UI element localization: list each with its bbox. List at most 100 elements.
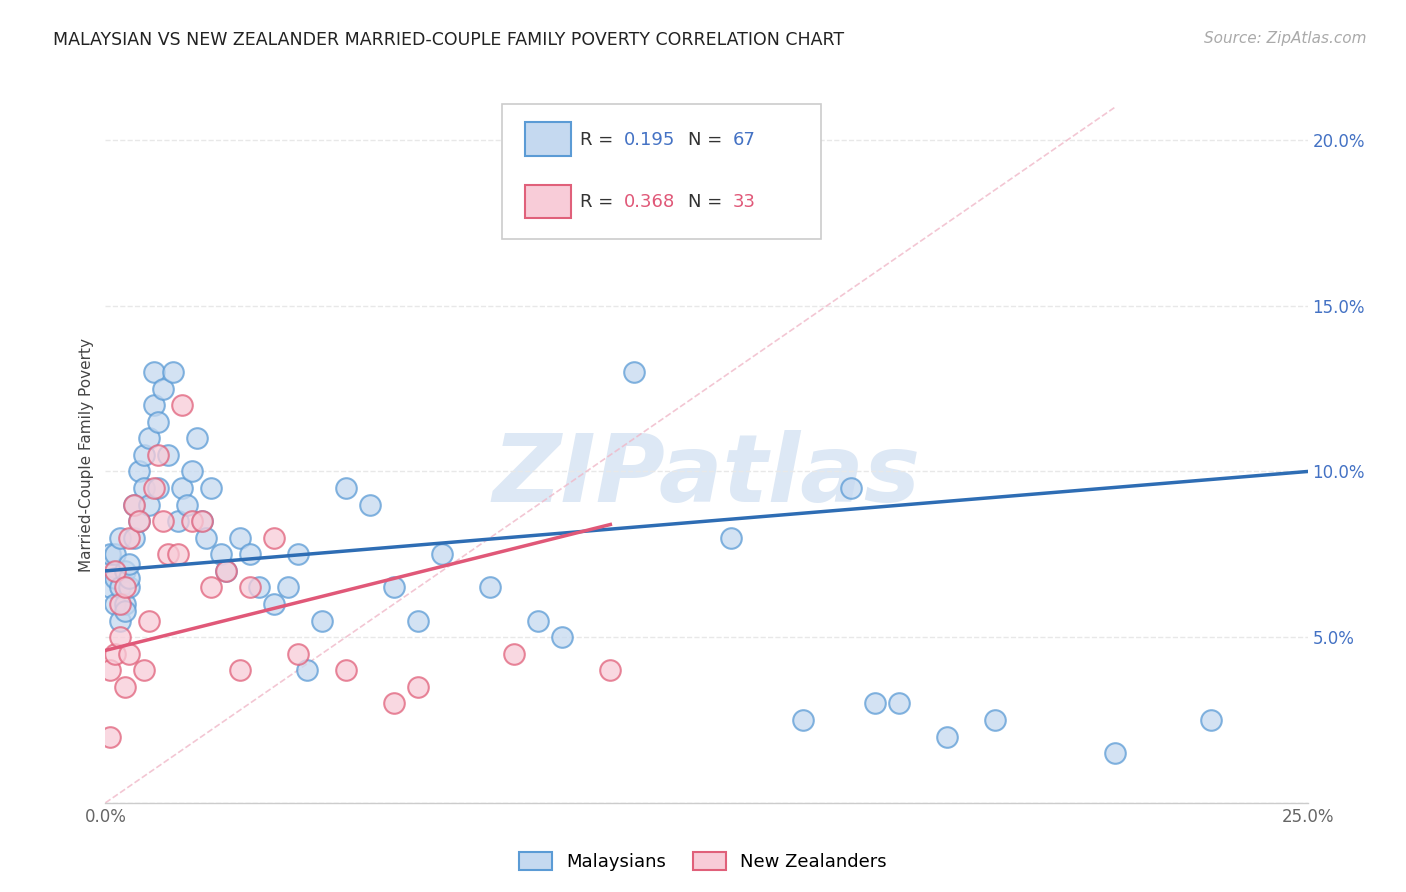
Malaysians <box>108 581 131 595</box>
Malaysians <box>200 481 222 495</box>
New Zealanders <box>335 663 357 677</box>
Malaysians <box>239 547 262 561</box>
New Zealanders <box>190 514 212 528</box>
New Zealanders <box>181 514 204 528</box>
Malaysians <box>114 604 136 618</box>
Text: 0.368: 0.368 <box>624 194 675 211</box>
Malaysians <box>138 431 160 445</box>
Malaysians <box>311 614 333 628</box>
Text: R =: R = <box>581 131 619 149</box>
Malaysians <box>142 398 165 412</box>
Malaysians <box>297 663 319 677</box>
Malaysians <box>209 547 232 561</box>
New Zealanders <box>124 498 146 512</box>
Legend: Malaysians, New Zealanders: Malaysians, New Zealanders <box>512 845 894 879</box>
Malaysians <box>118 581 141 595</box>
Malaysians <box>887 697 910 711</box>
New Zealanders <box>108 597 131 611</box>
New Zealanders <box>104 564 127 578</box>
Malaysians <box>551 630 574 644</box>
Malaysians <box>527 614 550 628</box>
New Zealanders <box>108 630 131 644</box>
Malaysians <box>124 498 146 512</box>
Text: 67: 67 <box>733 131 756 149</box>
Malaysians <box>277 581 299 595</box>
Text: N =: N = <box>689 194 728 211</box>
FancyBboxPatch shape <box>524 122 571 156</box>
Malaysians <box>118 570 141 584</box>
Malaysians <box>430 547 453 561</box>
New Zealanders <box>114 581 136 595</box>
Text: N =: N = <box>689 131 728 149</box>
New Zealanders <box>287 647 309 661</box>
Malaysians <box>114 564 136 578</box>
Malaysians <box>863 697 886 711</box>
Malaysians <box>839 481 862 495</box>
Malaysians <box>214 564 236 578</box>
New Zealanders <box>148 448 170 462</box>
Malaysians <box>142 365 165 379</box>
Malaysians <box>1104 746 1126 760</box>
New Zealanders <box>138 614 160 628</box>
Malaysians <box>104 570 127 584</box>
New Zealanders <box>214 564 236 578</box>
Malaysians <box>132 481 155 495</box>
New Zealanders <box>229 663 252 677</box>
New Zealanders <box>152 514 174 528</box>
FancyBboxPatch shape <box>524 185 571 219</box>
Malaysians <box>114 597 136 611</box>
New Zealanders <box>239 581 262 595</box>
New Zealanders <box>104 647 127 661</box>
New Zealanders <box>118 531 141 545</box>
Text: Source: ZipAtlas.com: Source: ZipAtlas.com <box>1204 31 1367 46</box>
New Zealanders <box>98 663 121 677</box>
Malaysians <box>479 581 502 595</box>
Text: 0.195: 0.195 <box>624 131 675 149</box>
Malaysians <box>195 531 218 545</box>
Malaysians <box>229 531 252 545</box>
Malaysians <box>98 564 121 578</box>
Text: 33: 33 <box>733 194 756 211</box>
New Zealanders <box>406 680 429 694</box>
Malaysians <box>152 382 174 396</box>
New Zealanders <box>503 647 526 661</box>
New Zealanders <box>118 647 141 661</box>
Malaysians <box>108 614 131 628</box>
Malaysians <box>162 365 184 379</box>
Malaysians <box>108 531 131 545</box>
New Zealanders <box>200 581 222 595</box>
Malaysians <box>166 514 188 528</box>
Malaysians <box>172 481 194 495</box>
Text: ZIPatlas: ZIPatlas <box>492 430 921 522</box>
Malaysians <box>936 730 959 744</box>
Malaysians <box>190 514 212 528</box>
Malaysians <box>181 465 204 479</box>
Y-axis label: Married-Couple Family Poverty: Married-Couple Family Poverty <box>79 338 94 572</box>
New Zealanders <box>172 398 194 412</box>
Malaysians <box>176 498 198 512</box>
Malaysians <box>104 547 127 561</box>
New Zealanders <box>98 730 121 744</box>
New Zealanders <box>382 697 405 711</box>
Malaysians <box>406 614 429 628</box>
Malaysians <box>98 581 121 595</box>
New Zealanders <box>128 514 150 528</box>
Malaysians <box>335 481 357 495</box>
Malaysians <box>124 531 146 545</box>
Malaysians <box>287 547 309 561</box>
New Zealanders <box>166 547 188 561</box>
Malaysians <box>720 531 742 545</box>
New Zealanders <box>156 547 179 561</box>
New Zealanders <box>132 663 155 677</box>
Malaysians <box>128 465 150 479</box>
Malaysians <box>148 415 170 429</box>
Text: MALAYSIAN VS NEW ZEALANDER MARRIED-COUPLE FAMILY POVERTY CORRELATION CHART: MALAYSIAN VS NEW ZEALANDER MARRIED-COUPL… <box>53 31 845 49</box>
Malaysians <box>575 216 598 230</box>
Malaysians <box>984 713 1007 727</box>
Malaysians <box>247 581 270 595</box>
New Zealanders <box>263 531 285 545</box>
Malaysians <box>382 581 405 595</box>
Malaysians <box>118 558 141 572</box>
Malaysians <box>148 481 170 495</box>
Malaysians <box>104 597 127 611</box>
